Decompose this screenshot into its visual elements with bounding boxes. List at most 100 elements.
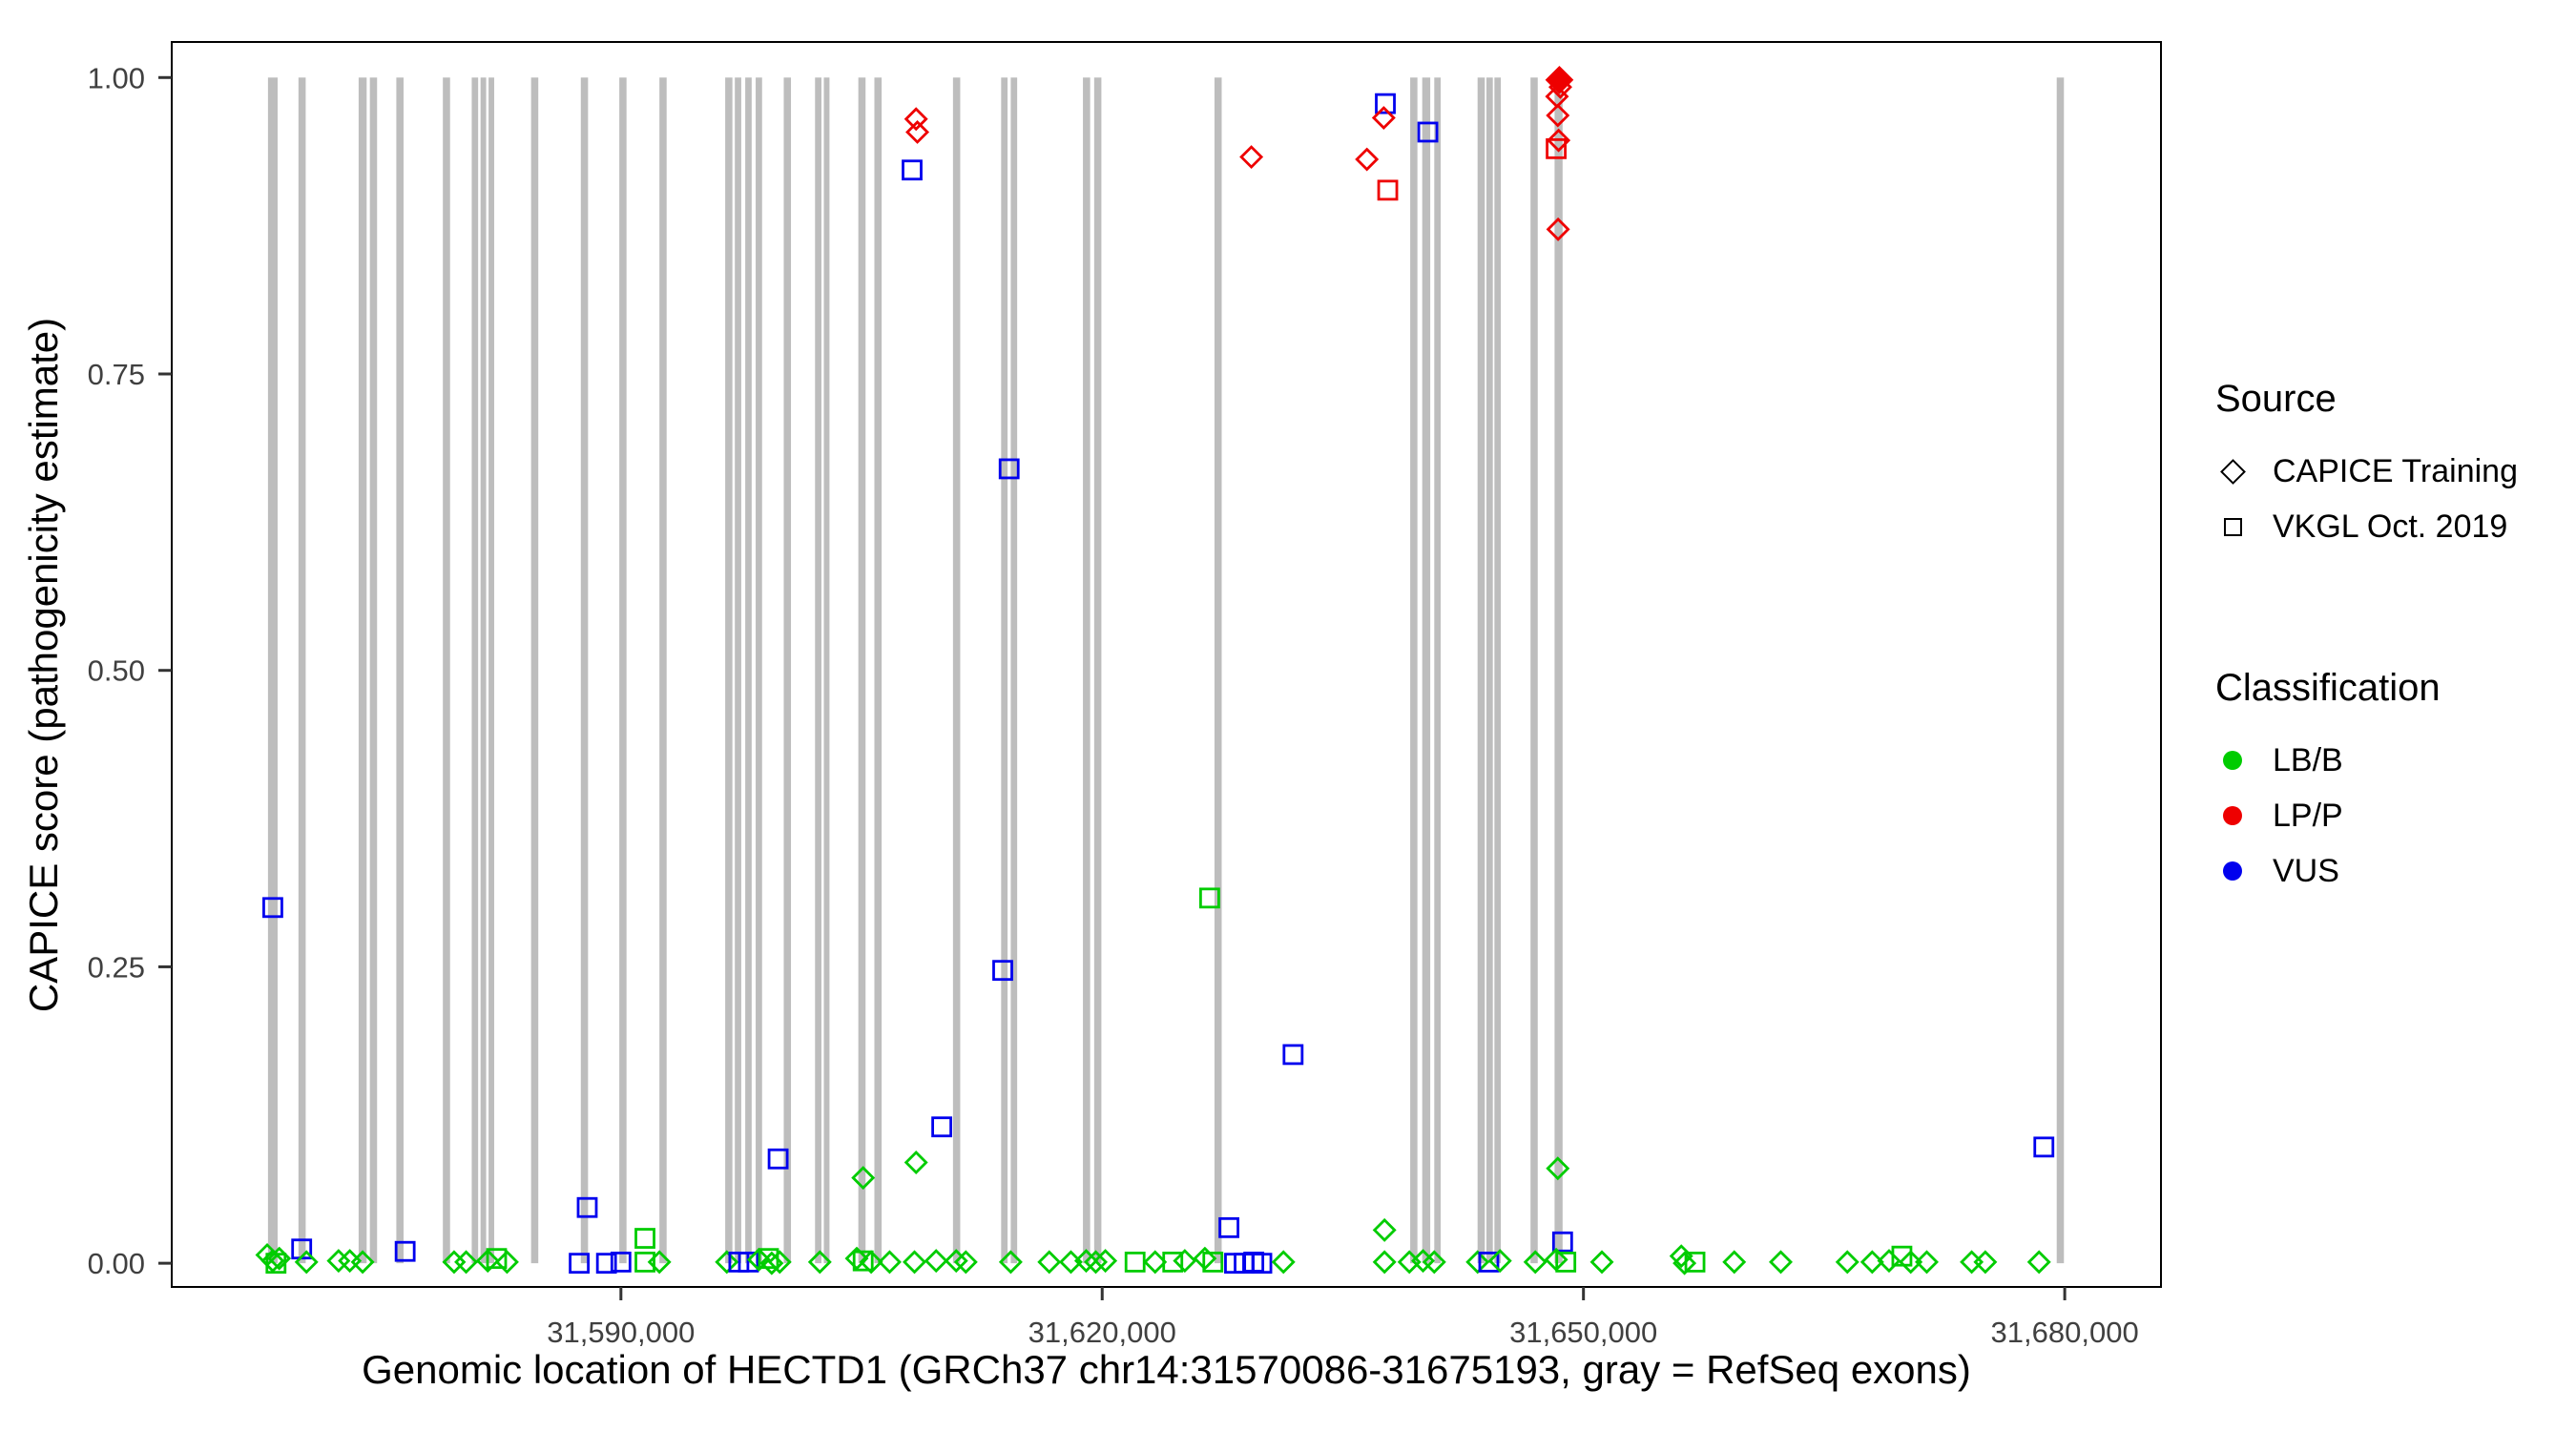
legend-classification-title: Classification (2215, 667, 2441, 709)
red-dot-icon (2223, 806, 2242, 825)
data-point-square (1218, 1216, 1239, 1238)
open-diamond-icon (2219, 458, 2246, 485)
exon-bar (1093, 77, 1102, 1264)
data-point-diamond (1465, 1250, 1490, 1275)
legend-item-vus: VUS (2215, 843, 2570, 899)
data-point-diamond (1037, 1250, 1062, 1275)
exon-bar (1485, 77, 1493, 1264)
glyph-box (2215, 454, 2250, 488)
data-point-diamond (1722, 1250, 1747, 1275)
exon-bar (443, 77, 450, 1264)
legend-item-label: VKGL Oct. 2019 (2273, 508, 2508, 545)
data-point-square (931, 1116, 952, 1138)
exon-bar (267, 77, 278, 1264)
exon-bar (1214, 77, 1222, 1264)
exon-bar (1001, 77, 1008, 1264)
exon-bar (619, 77, 627, 1264)
glyph-box (2215, 743, 2250, 778)
data-point-diamond (350, 1250, 375, 1275)
data-point-square (595, 1253, 617, 1275)
y-tick-label: 1.00 (88, 61, 145, 94)
exon-bar (1477, 77, 1485, 1264)
glyph-box (2215, 854, 2250, 888)
data-point-diamond (1546, 1156, 1570, 1181)
data-point-diamond (1422, 1250, 1446, 1275)
data-point-diamond (454, 1250, 479, 1275)
data-point-square (1251, 1253, 1273, 1275)
data-point-diamond (1973, 1250, 1998, 1275)
data-point-square (1162, 1252, 1184, 1273)
data-point-diamond (877, 1250, 902, 1275)
data-point-square (262, 897, 283, 919)
data-point-square (1377, 179, 1399, 201)
data-point-diamond (1173, 1249, 1197, 1274)
data-point-square (569, 1253, 590, 1275)
data-point-square (1375, 93, 1396, 114)
data-point-diamond (1073, 1249, 1098, 1274)
exon-bar (783, 77, 792, 1264)
data-point-square (992, 960, 1013, 982)
open-square-icon (2223, 517, 2242, 536)
data-point-diamond (1835, 1250, 1859, 1275)
exon-bar (580, 77, 589, 1264)
exon-bar (1410, 77, 1418, 1264)
data-point-diamond (924, 1249, 948, 1274)
data-point-square (1551, 1231, 1573, 1253)
exon-bar (1422, 77, 1431, 1264)
exon-bar (725, 77, 733, 1264)
exon-bar (1554, 77, 1563, 1264)
data-point-diamond (1899, 1250, 1923, 1275)
data-point-diamond (1877, 1249, 1901, 1274)
data-point-diamond (859, 1250, 883, 1275)
data-point-diamond (1523, 1250, 1548, 1275)
data-point-diamond (1915, 1250, 1939, 1275)
data-point-diamond (326, 1249, 351, 1274)
exon-bar (735, 77, 741, 1264)
data-point-diamond (1546, 103, 1570, 128)
data-point-diamond (715, 1250, 739, 1275)
data-point-diamond (904, 1151, 928, 1174)
data-point-diamond (1371, 106, 1396, 131)
data-point-square (737, 1252, 759, 1273)
data-point-diamond (953, 1250, 978, 1275)
legend-source-title: Source (2215, 378, 2337, 420)
y-tick-label: 0.75 (88, 358, 145, 391)
data-point-diamond (844, 1246, 869, 1271)
legend-item-capice-training: CAPICE Training (2215, 444, 2570, 499)
exon-bar (1494, 77, 1502, 1264)
data-point-square (610, 1252, 632, 1273)
glyph-box (2215, 509, 2250, 544)
data-point-diamond (905, 119, 930, 144)
data-point-diamond (1143, 1250, 1168, 1275)
data-point-diamond (1589, 1250, 1614, 1275)
exon-bar (815, 77, 821, 1264)
data-point-square (576, 1196, 598, 1218)
y-tick-label: 0.00 (88, 1247, 145, 1280)
legend-item-vkgl: VKGL Oct. 2019 (2215, 499, 2570, 554)
data-point-diamond (998, 1250, 1023, 1275)
exon-bar (659, 77, 667, 1264)
data-point-square (1684, 1252, 1706, 1273)
data-point-diamond (1093, 1249, 1118, 1274)
data-point-diamond (1859, 1250, 1884, 1275)
legend-item-lpp: LP/P (2215, 788, 2570, 843)
exon-bar (530, 77, 539, 1264)
exon-bar (2056, 77, 2065, 1264)
data-point-square (1555, 1252, 1577, 1273)
data-point-diamond (1769, 1250, 1793, 1275)
data-point-square (486, 1248, 508, 1270)
data-point-square (394, 1240, 416, 1262)
exon-bar (1434, 77, 1442, 1264)
data-point-square (1282, 1044, 1304, 1066)
data-point-diamond (1545, 65, 1574, 94)
data-point-diamond (294, 1250, 319, 1275)
x-tick-label: 31,620,000 (1028, 1316, 1176, 1349)
exon-bar (358, 77, 367, 1264)
data-point-diamond (475, 1249, 500, 1274)
data-point-square (1891, 1245, 1913, 1267)
exon-bar (488, 77, 494, 1264)
x-tick-label: 31,650,000 (1509, 1316, 1657, 1349)
data-point-diamond (1355, 147, 1380, 172)
